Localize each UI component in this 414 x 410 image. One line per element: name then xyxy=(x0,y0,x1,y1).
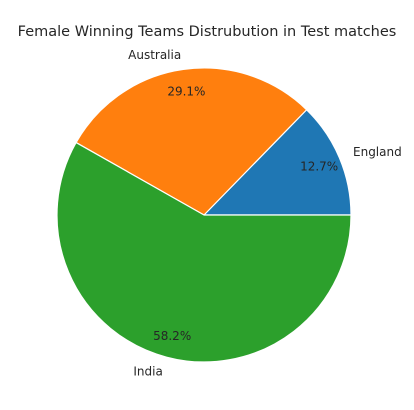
pie-slice-england xyxy=(203,109,352,216)
category-label-india: India xyxy=(133,364,162,378)
category-label-england: England xyxy=(353,145,402,159)
pie-labels: 12.7% England 29.1% Australia 58.2% India xyxy=(128,48,402,378)
pie-slices xyxy=(56,67,352,363)
percent-label-india: 58.2% xyxy=(153,329,191,343)
pie-slice-australia xyxy=(75,67,308,216)
percent-label-england: 12.7% xyxy=(300,159,338,173)
pie-slice-india xyxy=(56,141,352,363)
category-label-australia: Australia xyxy=(128,48,181,62)
percent-label-australia: 29.1% xyxy=(167,84,205,98)
chart-title: Female Winning Teams Distrubution in Tes… xyxy=(18,24,397,40)
